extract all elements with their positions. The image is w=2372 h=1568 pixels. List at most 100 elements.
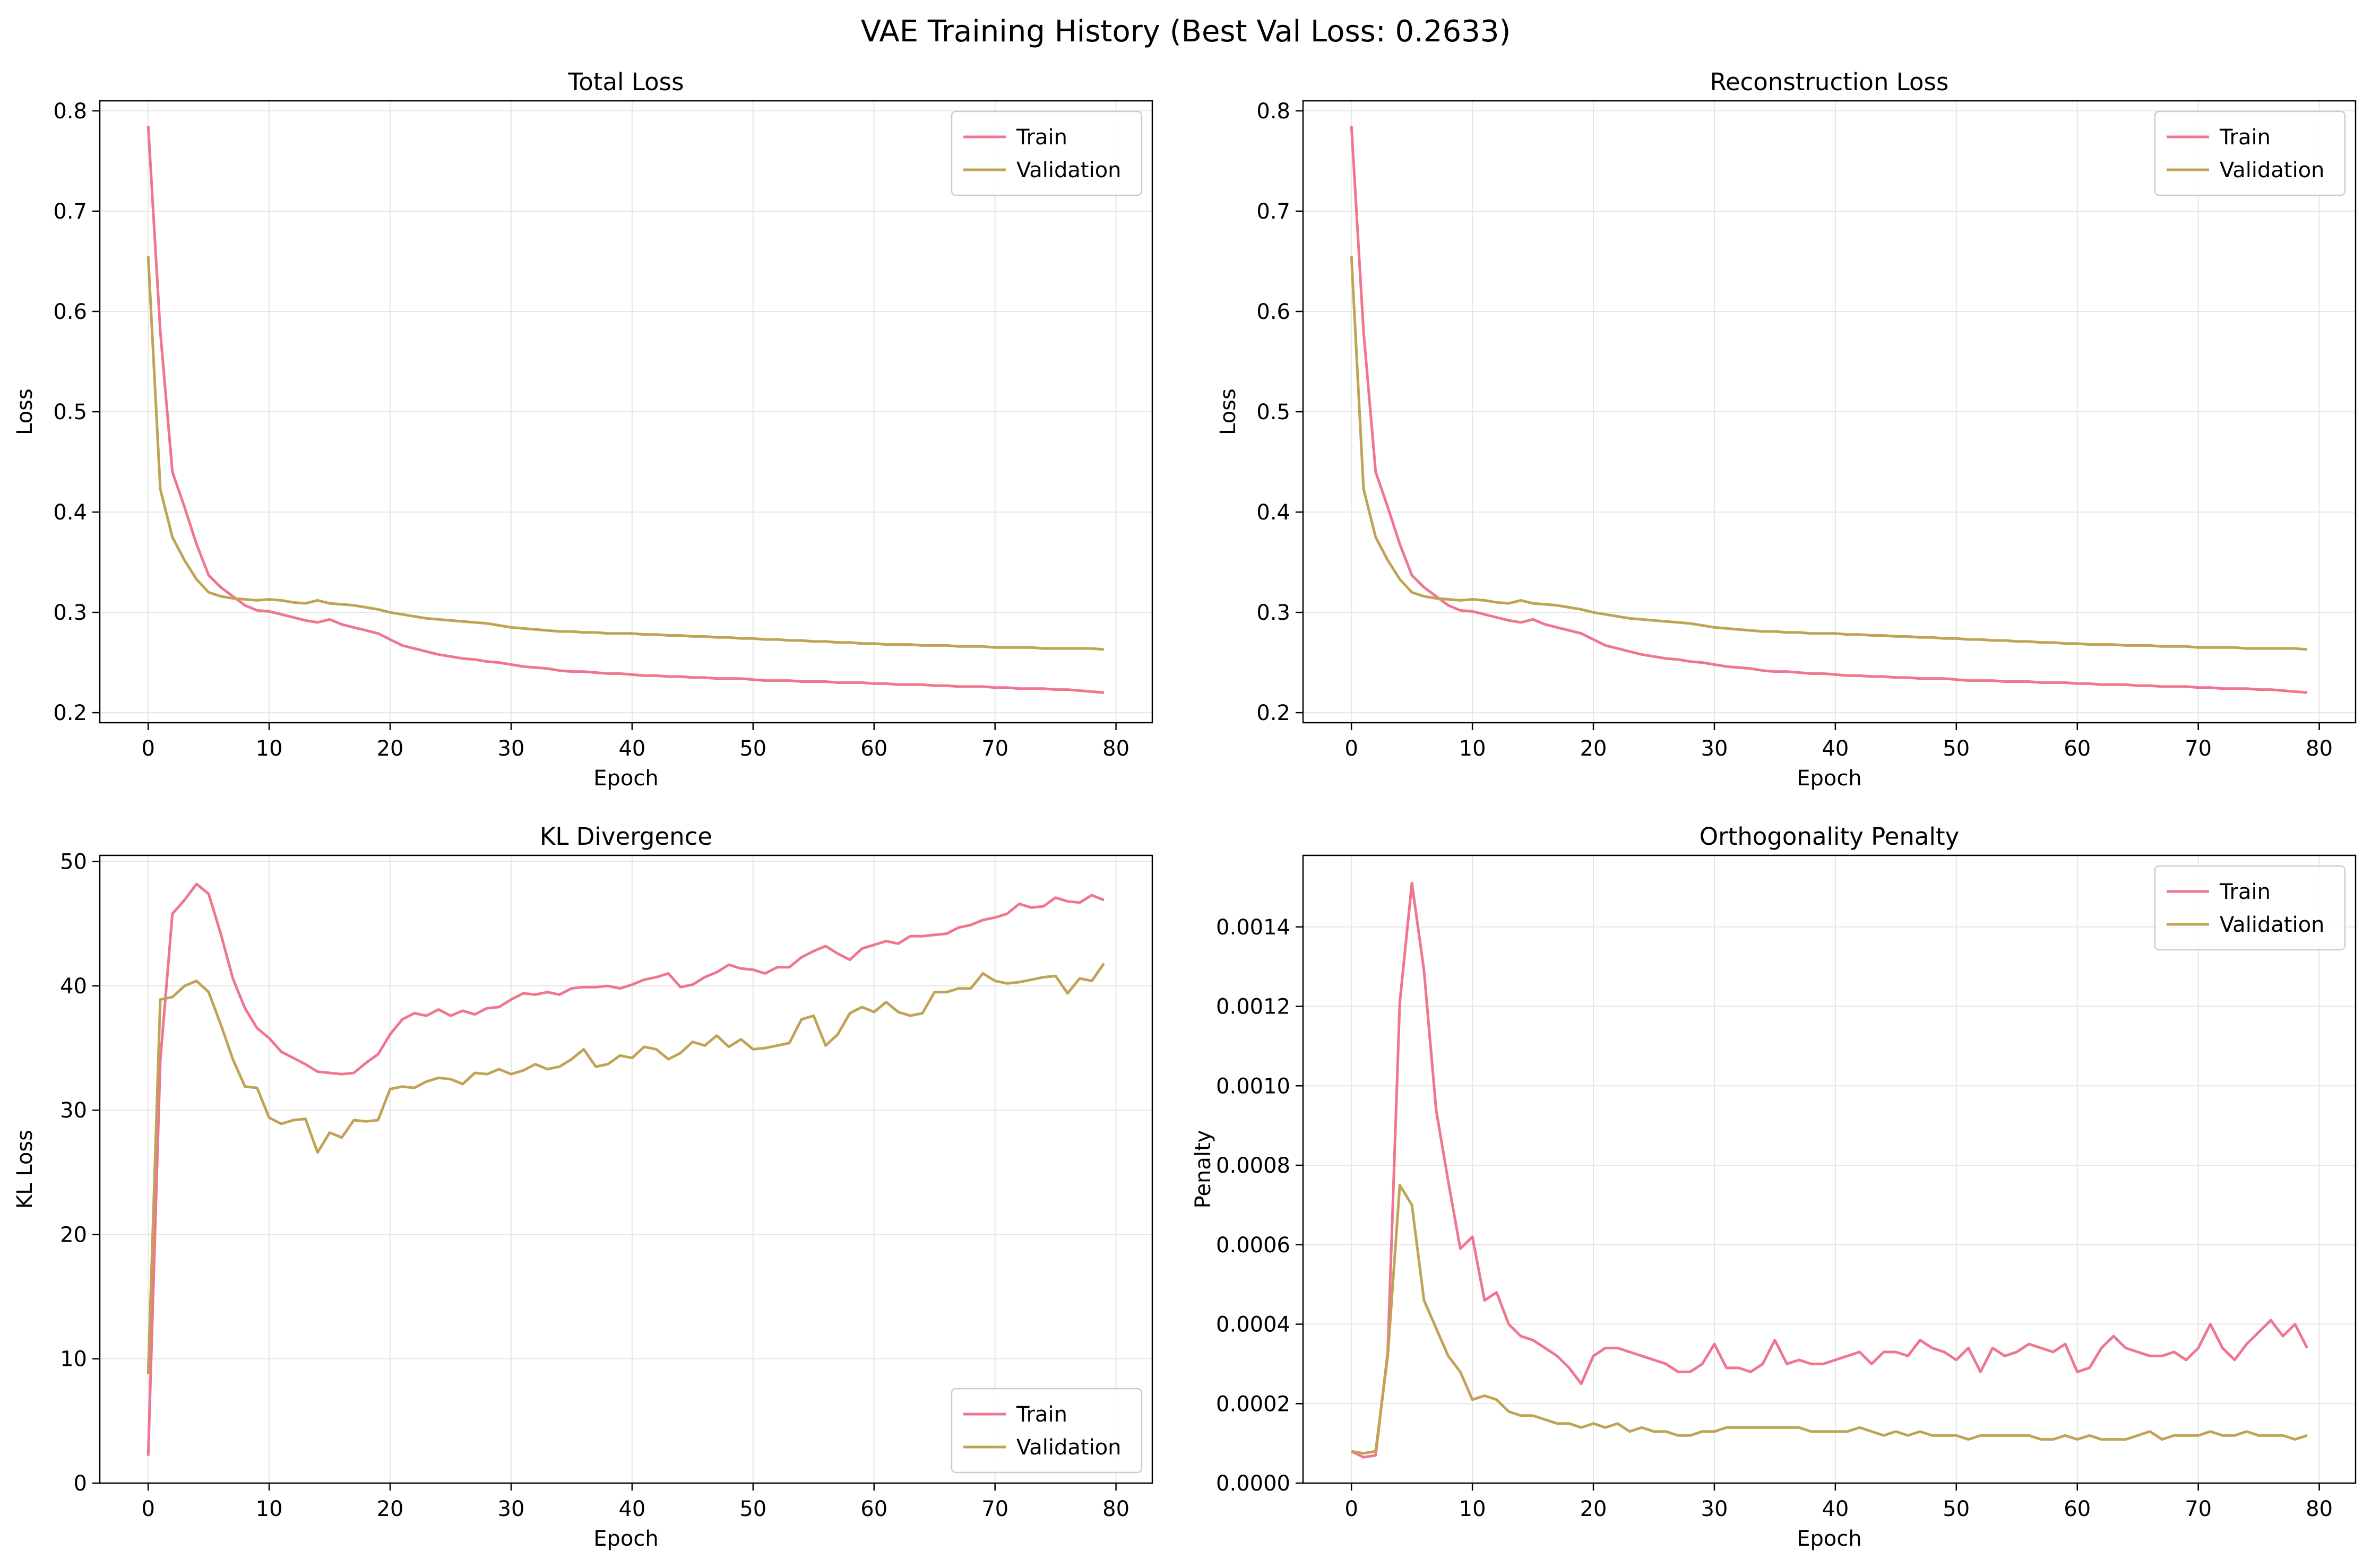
- panel1-x-tick-label-1: 10: [1459, 737, 1486, 761]
- panel2-y-axis-label: KL Loss: [13, 1130, 37, 1209]
- panel3-y-axis-label: Penalty: [1191, 1130, 1215, 1209]
- panel3-x-tick-label-2: 20: [1580, 1497, 1607, 1521]
- panel0-y-tick-label-2: 0.4: [53, 500, 87, 525]
- panel3-legend-label-validation: Validation: [2220, 913, 2325, 937]
- panel1-legend-box: [2154, 110, 2346, 196]
- panel0-title: Total Loss: [567, 68, 684, 96]
- panel3-series-line-train: [1351, 881, 2309, 1459]
- panel1-x-tick-label-7: 70: [2185, 737, 2212, 761]
- panel2-x-tick-label-2: 20: [377, 1497, 404, 1521]
- panel2-x-tick-label-7: 70: [981, 1497, 1008, 1521]
- panel0-x-tick-label-2: 20: [377, 737, 404, 761]
- panel1-y-tick-label-3: 0.5: [1256, 400, 1290, 425]
- panel2-legend-label-train: Train: [1016, 1402, 1067, 1427]
- panel0-x-tick-label-3: 30: [498, 737, 525, 761]
- panel3-y-tick-label-5: 0.0010: [1216, 1074, 1290, 1098]
- panel2-y-tick-label-4: 40: [60, 974, 87, 999]
- panel1-x-tick-label-2: 20: [1580, 737, 1607, 761]
- panel0-series-line-validation: [146, 256, 1105, 651]
- panel0-legend-label-train: Train: [1016, 125, 1067, 150]
- panel1-x-axis-label: Epoch: [1797, 766, 1861, 791]
- panel1-title: Reconstruction Loss: [1710, 68, 1949, 96]
- panel2-y-tick-label-5: 50: [60, 850, 87, 874]
- figure-title: VAE Training History (Best Val Loss: 0.2…: [861, 14, 1511, 49]
- panel0-x-tick-label-0: 0: [141, 737, 154, 761]
- panel1-series-line-validation: [1350, 256, 2308, 651]
- subplot-kl-divergence: 0 10 20 30 40 50 60 70 80 0 10 20 30 40 50 KL Divergenc…: [13, 822, 1153, 1551]
- panel0-y-tick-label-3: 0.5: [53, 400, 87, 425]
- panel0-x-tick-label-7: 70: [981, 737, 1008, 761]
- panel1-x-tick-label-0: 0: [1344, 737, 1358, 761]
- panel2-legend-label-validation: Validation: [1016, 1435, 1122, 1460]
- panel0-x-tick-label-6: 60: [860, 737, 887, 761]
- panel0-x-tick-label-1: 10: [256, 737, 283, 761]
- panel2-x-tick-label-1: 10: [256, 1497, 283, 1521]
- panel1-x-tick-label-4: 40: [1822, 737, 1849, 761]
- panel2-x-axis-label: Epoch: [593, 1527, 658, 1551]
- panel3-y-tick-label-2: 0.0004: [1216, 1313, 1290, 1337]
- panel3-legend-label-train: Train: [2219, 880, 2271, 904]
- panel2-y-tick-label-0: 0: [74, 1471, 87, 1496]
- panel2-x-tick-label-4: 40: [618, 1497, 645, 1521]
- panel1-series-line-train: [1350, 126, 2308, 694]
- panel3-x-tick-label-8: 80: [2306, 1497, 2333, 1521]
- panel3-x-tick-label-7: 70: [2185, 1497, 2212, 1521]
- panel1-x-tick-label-5: 50: [1943, 737, 1970, 761]
- panel2-x-tick-label-8: 80: [1102, 1497, 1129, 1521]
- panel1-y-tick-label-0: 0.2: [1256, 701, 1290, 725]
- panel0-y-axis-label: Loss: [13, 388, 37, 435]
- panel2-axes-frame: [99, 854, 1153, 1484]
- panel3-y-tick-label-0: 0.0000: [1216, 1471, 1290, 1496]
- panel0-y-tick-label-0: 0.2: [53, 701, 87, 725]
- panel3-x-tick-label-0: 0: [1344, 1497, 1358, 1521]
- panel0-x-tick-label-5: 50: [739, 737, 766, 761]
- panel3-title: Orthogonality Penalty: [1700, 822, 1960, 851]
- panel3-y-tick-label-3: 0.0006: [1216, 1233, 1290, 1258]
- panel1-y-tick-label-1: 0.3: [1256, 601, 1290, 625]
- panel3-axes-frame: [1302, 854, 2357, 1484]
- panel0-x-axis-label: Epoch: [593, 766, 658, 791]
- panel1-y-tick-label-5: 0.7: [1256, 200, 1290, 224]
- panel3-y-tick-label-6: 0.0012: [1216, 995, 1290, 1019]
- panel1-y-tick-label-2: 0.4: [1256, 500, 1290, 525]
- panel3-x-axis-label: Epoch: [1797, 1527, 1861, 1551]
- panel3-y-tick-label-7: 0.0014: [1216, 915, 1290, 940]
- panel3-x-tick-label-4: 40: [1822, 1497, 1849, 1521]
- panel1-x-tick-label-3: 30: [1701, 737, 1728, 761]
- panel0-series-line-train: [146, 126, 1105, 694]
- panel3-series-line-validation: [1351, 1183, 2308, 1455]
- subplot-total-loss: 0 10 20 30 40 50 60 70 80 0.2 0.3 0.4 0.5 0.6 0.7 0.8 To…: [13, 68, 1153, 791]
- panel2-x-tick-label-3: 30: [498, 1497, 525, 1521]
- panel2-x-tick-label-5: 50: [739, 1497, 766, 1521]
- panel2-series-line-train: [146, 882, 1105, 1456]
- panel2-y-tick-label-1: 10: [60, 1347, 87, 1372]
- subplot-orthogonality-penalty: 0 10 20 30 40 50 60 70 80 0.0000 0.0002 0.0004 0.000…: [1191, 822, 2357, 1551]
- panel1-y-tick-label-4: 0.6: [1256, 300, 1290, 324]
- panel2-x-tick-label-0: 0: [141, 1497, 154, 1521]
- panel2-x-tick-label-6: 60: [860, 1497, 887, 1521]
- panel0-y-tick-label-1: 0.3: [53, 601, 87, 625]
- panel3-x-tick-label-6: 60: [2064, 1497, 2091, 1521]
- panel2-title: KL Divergence: [540, 822, 712, 851]
- panel1-x-tick-label-6: 60: [2064, 737, 2091, 761]
- panel1-x-tick-label-8: 80: [2306, 737, 2333, 761]
- panel3-x-tick-label-3: 30: [1701, 1497, 1728, 1521]
- panel0-y-tick-label-5: 0.7: [53, 200, 87, 224]
- panel0-legend-label-validation: Validation: [1016, 158, 1122, 183]
- panel1-y-axis-label: Loss: [1216, 388, 1240, 435]
- panel1-y-tick-label-6: 0.8: [1256, 99, 1290, 124]
- panel3-y-tick-label-1: 0.0002: [1216, 1392, 1290, 1416]
- panel2-legend-box: [951, 1388, 1143, 1474]
- panel3-legend-box: [2154, 865, 2346, 951]
- panel3-y-tick-label-4: 0.0008: [1216, 1154, 1290, 1178]
- panel1-legend-label-validation: Validation: [2220, 158, 2325, 183]
- panel1-legend-label-train: Train: [2219, 125, 2271, 150]
- panel2-y-tick-label-2: 20: [60, 1223, 87, 1247]
- panel3-x-tick-label-5: 50: [1943, 1497, 1970, 1521]
- panel2-series-line-validation: [146, 963, 1105, 1374]
- panel0-x-tick-label-4: 40: [618, 737, 645, 761]
- panel2-y-tick-label-3: 30: [60, 1098, 87, 1123]
- panel0-y-tick-label-6: 0.8: [53, 99, 87, 124]
